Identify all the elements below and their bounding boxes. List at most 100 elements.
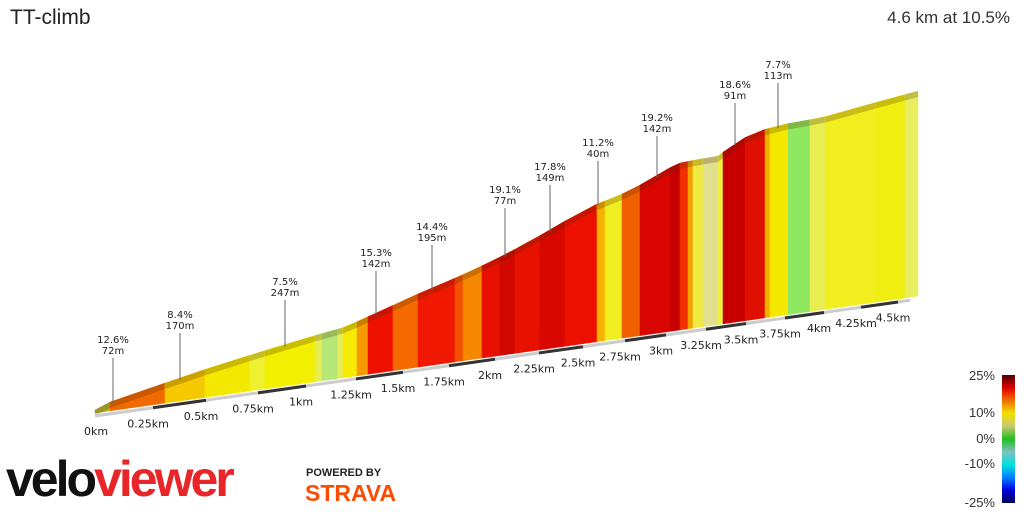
baseline-dark-segment [784,310,825,320]
grade-segment [702,155,719,327]
x-tick-label: 2.5km [561,356,596,369]
x-tick-label: 2.25km [513,363,555,376]
segment-top-face [338,327,343,335]
legend-label: 0% [976,431,995,446]
x-tick-label: 3km [649,345,673,358]
segment-top-face [500,249,515,263]
grade-segment [717,151,724,325]
segment-top-face [718,152,723,162]
x-tick-label: 2.75km [599,350,641,363]
x-tick-label: 4.5km [876,312,911,325]
grade-segment [722,137,746,325]
legend-label: -10% [965,456,996,471]
annotation-length: 195m [418,233,447,244]
annotation-grade: 15.3% [360,248,392,259]
annotation-grade: 7.7% [765,60,790,71]
segment-top-face [565,204,597,227]
segment-top-face [322,328,338,340]
segment-top-face [605,194,622,207]
annotation-length: 149m [536,173,565,184]
segment-top-face [723,137,745,159]
annotation-grade: 19.1% [489,185,521,196]
annotation-length: 170m [166,321,195,332]
grade-segment [337,327,344,379]
segment-top-face [622,185,640,200]
segment-top-face [540,221,565,242]
segment-top-face [905,91,918,101]
segment-top-face [265,335,315,357]
annotation-grade: 17.8% [534,162,566,173]
grade-segment [564,203,598,347]
baseline [94,298,911,418]
x-tick-label: 3.25km [680,339,722,352]
grade-segment [787,119,811,315]
annotation-length: 91m [724,91,746,102]
grade-segment [687,160,694,330]
segment-top-face [680,161,688,169]
segment-top-face [482,257,500,272]
grade-segment [744,128,766,321]
segment-top-face [765,128,770,136]
segment-top-face [343,321,357,334]
baseline-dark-segment [152,398,207,410]
segment-top-face [810,116,826,126]
x-tick-label: 4km [807,322,831,335]
grade-segment [604,193,623,341]
annotation-grade: 11.2% [582,138,614,149]
x-tick-label: 2km [478,369,502,382]
segment-top-face [703,156,718,165]
annotation-length: 77m [494,196,516,207]
x-tick-label: 0.75km [232,403,274,416]
powered-by-label: POWERED BY [306,467,382,479]
segment-top-face [770,123,788,134]
page-title: TT-climb [10,6,91,29]
segment-top-face [876,94,905,109]
grade-segment [679,161,689,331]
grade-segment [499,248,516,356]
annotation-length: 72m [102,346,124,357]
grade-segment [764,127,771,319]
annotation-length: 142m [362,259,391,270]
annotation-grade: 18.6% [719,80,751,91]
segment-top-face [597,200,605,210]
segment-top-face [670,163,680,174]
x-tick-label: 4.25km [835,317,877,330]
segment-top-face [826,102,876,123]
grade-segment [875,94,906,303]
strava-logo: STRAVA [305,480,397,506]
legend-label: 10% [969,405,995,420]
logo-viewer: viewer [94,451,235,507]
grade-segment [639,167,671,336]
grade-segment [621,184,641,339]
grade-segment [454,274,464,363]
segment-top-face [693,158,703,167]
segment-top-face [368,305,393,323]
x-tick-label: 3.75km [759,328,801,341]
climb-summary: 4.6 km at 10.5% [887,8,1010,27]
veloviewer-logo: veloviewer [6,450,235,508]
baseline-dark-segment [624,333,667,343]
segment-top-face [315,333,322,342]
segment-top-face [95,402,110,416]
grade-segment [539,220,566,351]
x-tick-label: 1.75km [423,375,465,388]
segment-top-face [688,160,693,168]
segment-top-face [165,369,205,389]
x-tick-label: 3.5km [724,333,759,346]
grade-segment [481,256,501,359]
segment-top-face [393,293,418,312]
segment-top-face [788,119,810,130]
annotation-length: 113m [764,71,793,82]
segment-top-face [515,235,540,256]
baseline-dark-segment [448,357,496,368]
annotation-length: 247m [271,288,300,299]
segment-top-face [745,129,765,144]
annotation-length: 142m [643,124,672,135]
x-tick-label: 1.25km [330,389,372,402]
segment-top-face [640,167,670,191]
grade-segment [809,116,827,312]
grade-color-scale [1002,375,1015,503]
grade-segment [769,123,789,318]
grade-segment [825,102,877,310]
